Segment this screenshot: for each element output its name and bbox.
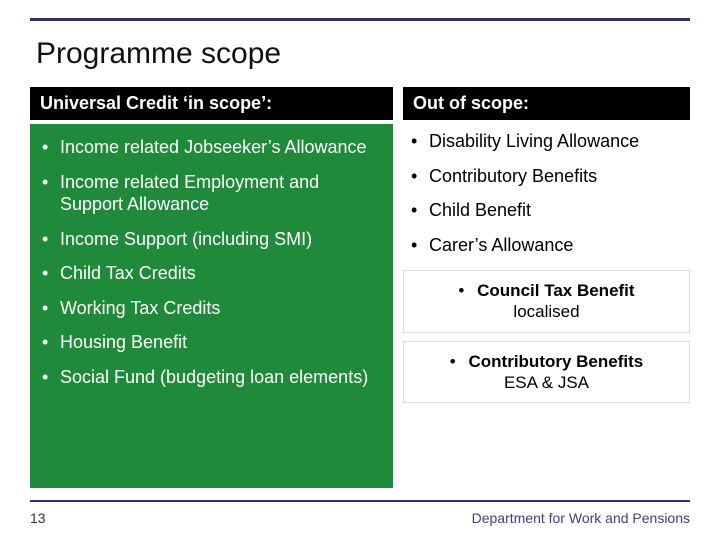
slide-title: Programme scope xyxy=(30,37,690,71)
list-item: •Child Benefit xyxy=(403,193,690,228)
list-item: •Disability Living Allowance xyxy=(403,124,690,159)
list-item-text: Working Tax Credits xyxy=(60,297,220,320)
callout-bold: Contributory Benefits xyxy=(469,352,644,371)
list-item-text: Social Fund (budgeting loan elements) xyxy=(60,366,368,389)
callout-council-tax: • Council Tax Benefit localised xyxy=(403,270,690,333)
list-item: •Social Fund (budgeting loan elements) xyxy=(34,360,389,395)
bullet-icon: • xyxy=(42,366,60,389)
out-of-scope-column: Out of scope: •Disability Living Allowan… xyxy=(403,87,690,488)
bullet-icon: • xyxy=(42,297,60,320)
list-item: •Working Tax Credits xyxy=(34,291,389,326)
bullet-icon: • xyxy=(42,136,60,159)
in-scope-header: Universal Credit ‘in scope’: xyxy=(30,87,393,120)
list-item-text: Income Support (including SMI) xyxy=(60,228,312,251)
bottom-rule xyxy=(30,500,690,502)
bullet-icon: • xyxy=(411,165,429,188)
content-columns: Universal Credit ‘in scope’: •Income rel… xyxy=(30,87,690,488)
list-item-text: Income related Employment and Support Al… xyxy=(60,171,383,216)
bullet-icon: • xyxy=(458,280,472,301)
bullet-icon: • xyxy=(411,199,429,222)
list-item-text: Contributory Benefits xyxy=(429,165,597,188)
callout-rest: ESA & JSA xyxy=(504,373,589,392)
bullet-icon: • xyxy=(42,331,60,354)
page-number: 13 xyxy=(30,510,46,526)
out-of-scope-list-box: •Disability Living Allowance •Contributo… xyxy=(403,124,690,262)
bullet-icon: • xyxy=(450,351,464,372)
top-rule xyxy=(30,18,690,21)
callout-contributory: • Contributory Benefits ESA & JSA xyxy=(403,341,690,404)
bullet-icon: • xyxy=(42,262,60,285)
bullet-icon: • xyxy=(411,234,429,257)
list-item-text: Child Benefit xyxy=(429,199,531,222)
callout-bold: Council Tax Benefit xyxy=(477,281,634,300)
list-item-text: Housing Benefit xyxy=(60,331,187,354)
list-item-text: Income related Jobseeker’s Allowance xyxy=(60,136,367,159)
out-of-scope-header: Out of scope: xyxy=(403,87,690,120)
footer: 13 Department for Work and Pensions xyxy=(30,510,690,526)
in-scope-list: •Income related Jobseeker’s Allowance •I… xyxy=(34,130,389,394)
list-item: •Housing Benefit xyxy=(34,325,389,360)
list-item-text: Disability Living Allowance xyxy=(429,130,639,153)
in-scope-column: Universal Credit ‘in scope’: •Income rel… xyxy=(30,87,393,488)
bullet-icon: • xyxy=(411,130,429,153)
list-item: •Income related Jobseeker’s Allowance xyxy=(34,130,389,165)
list-item-text: Child Tax Credits xyxy=(60,262,196,285)
list-item: •Contributory Benefits xyxy=(403,159,690,194)
department-label: Department for Work and Pensions xyxy=(472,510,690,526)
bullet-icon: • xyxy=(42,171,60,194)
list-item: •Income related Employment and Support A… xyxy=(34,165,389,222)
bullet-icon: • xyxy=(42,228,60,251)
list-item: •Child Tax Credits xyxy=(34,256,389,291)
list-item-text: Carer’s Allowance xyxy=(429,234,573,257)
list-item: •Income Support (including SMI) xyxy=(34,222,389,257)
slide: Programme scope Universal Credit ‘in sco… xyxy=(0,0,720,540)
list-item: •Carer’s Allowance xyxy=(403,228,690,263)
in-scope-box: •Income related Jobseeker’s Allowance •I… xyxy=(30,124,393,488)
callout-rest: localised xyxy=(513,302,579,321)
out-of-scope-list: •Disability Living Allowance •Contributo… xyxy=(403,124,690,262)
